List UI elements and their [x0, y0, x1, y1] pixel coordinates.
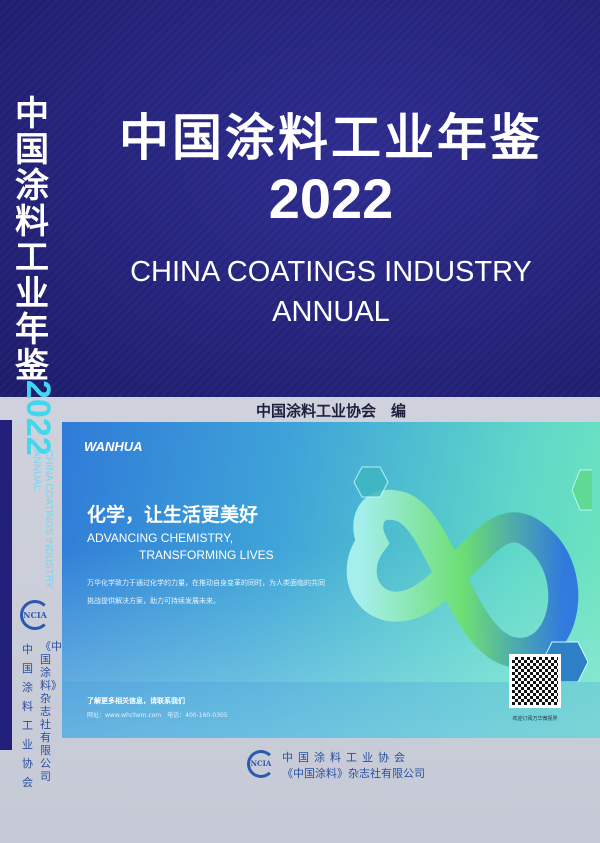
qr-code-icon [509, 654, 561, 708]
ad-description: 万华化学致力于通过化学的力量，在推动自身变革的同时，为人类面临的共同挑战提供解决… [87, 579, 325, 605]
spine-en-line1: CHINA COATINGS INDUSTRY [43, 450, 54, 589]
spine-strip [0, 420, 12, 750]
spine-year: 2022 [19, 380, 57, 456]
ad-contact-title: 了解更多相关信息，请联系我们 [87, 697, 185, 705]
ncia-footer-logo-icon: NCIA [247, 750, 275, 778]
footer-publisher2: 《中国涂料》杂志社有限公司 [282, 767, 425, 780]
qr-caption: 欢迎订阅万华微视界 [512, 716, 558, 722]
editor-credit: 中国涂料工业协会 编 [255, 402, 406, 420]
cover-title-en: CHINA COATINGS INDUSTRY ANNUAL [62, 252, 600, 332]
ad-slogan-en-line1: ADVANCING CHEMISTRY, [87, 531, 234, 545]
spine-title-en: CHINA COATINGS INDUSTRY ANNUAL [30, 450, 54, 589]
ad-slogan-cn: 化学，让生活更美好 [87, 504, 259, 526]
ad-slogan-en-line2: TRANSFORMING LIVES [139, 548, 274, 562]
infinity-hexagon-graphic [346, 466, 592, 682]
cover-top-background [0, 0, 600, 397]
spine: 中国涂料工业年鉴 2022 CHINA COATINGS INDUSTRY ANN… [0, 0, 62, 843]
spine-en-line2: ANNUAL [31, 450, 42, 491]
wanhua-advertisement: WANHUA 化学，让生活更美好 ADVANCING CHEMISTRY, TR… [62, 422, 600, 738]
spine-publisher2: 《中国涂料》杂志社有限公司 [40, 640, 62, 783]
ad-contact-details: 网址：www.whchem.com 电话：400-160-0305 [87, 712, 228, 719]
title-en-line1: CHINA COATINGS INDUSTRY [130, 256, 532, 288]
cover-title-cn: 中国涂料工业年鉴 [119, 109, 543, 167]
footer-publisher1: 中国涂料工业协会 [282, 751, 410, 764]
spine-title: 中国涂料工业年鉴 [15, 94, 49, 386]
cover-year: 2022 [268, 167, 394, 230]
ncia-logo-icon: NCIA [20, 600, 50, 630]
title-en-line2: ANNUAL [272, 296, 390, 328]
spine-publisher1: 中国涂料工业协会 [22, 643, 33, 789]
wanhua-logo: WANHUA [84, 439, 143, 454]
